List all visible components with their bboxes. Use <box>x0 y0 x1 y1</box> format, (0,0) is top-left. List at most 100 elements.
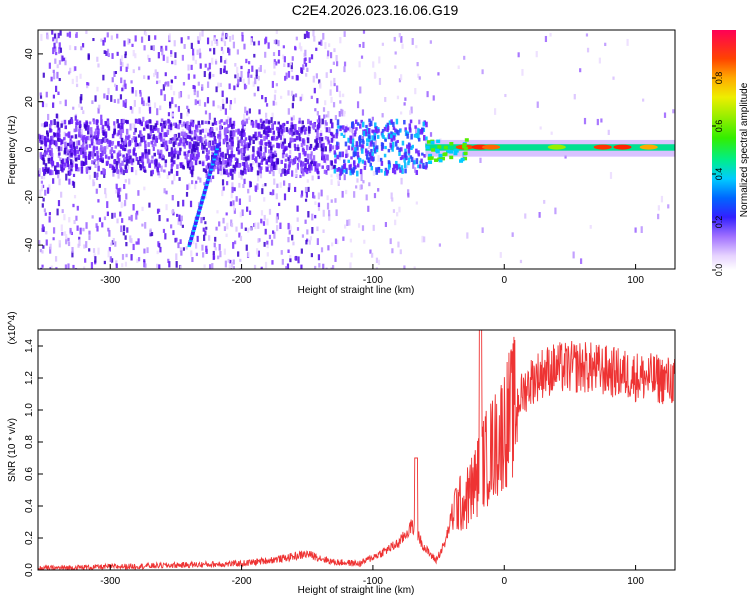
spectrogram-cell <box>253 41 256 46</box>
x-tick-label: -100 <box>363 576 383 587</box>
spectrogram-cell <box>499 252 502 258</box>
spectrogram-cell <box>148 106 152 114</box>
spectrogram-cell <box>273 71 276 76</box>
spectrogram-cell <box>310 253 313 258</box>
spectrogram-cell <box>195 156 198 161</box>
spectrogram-cell <box>98 217 102 222</box>
spectrogram-cell <box>113 212 116 218</box>
spectrogram-cell <box>387 164 391 170</box>
spectrogram-cell <box>396 146 399 150</box>
spectrogram-cell <box>48 212 52 216</box>
spectrogram-cell <box>316 142 319 148</box>
spectrogram-cell <box>640 226 643 233</box>
spectrogram-cell <box>74 46 77 51</box>
spectrogram-cell <box>215 86 218 93</box>
spectrogram-cell <box>205 157 208 161</box>
spectrogram-cell <box>117 158 121 164</box>
spectrogram-cell <box>283 138 287 144</box>
y-tick-label: 20 <box>24 96 35 108</box>
spectrogram-cell <box>226 161 230 166</box>
spectrogram-cell <box>381 129 385 133</box>
spectrogram-cell <box>50 120 53 126</box>
spectrogram-cell <box>519 259 523 264</box>
spectrogram-cell <box>44 144 47 151</box>
spectrogram-cell <box>403 119 406 125</box>
spectrogram-cell <box>319 82 322 89</box>
spectrogram-cell <box>120 118 124 125</box>
spectrogram-cell <box>141 97 144 105</box>
spectrogram-cell <box>188 135 192 140</box>
spectrogram-cell <box>418 119 421 125</box>
spectrogram-cell <box>171 194 174 201</box>
spectrogram-cell <box>307 186 310 192</box>
spectrogram-cell <box>369 120 373 127</box>
spectrogram-cell <box>45 103 48 108</box>
spectrogram-cell <box>291 161 295 166</box>
spectrogram-cell <box>240 70 243 78</box>
spectrogram-cell <box>245 118 249 124</box>
spectrogram-cell <box>396 212 399 217</box>
spectrogram-cell <box>430 140 435 145</box>
spectrogram-cell <box>147 75 150 80</box>
spectrogram-cell <box>320 137 324 142</box>
spectrogram-cell <box>193 88 196 96</box>
spectrogram-cell <box>243 169 247 175</box>
spectrogram-cell <box>362 41 365 48</box>
spectrogram-cell <box>174 104 177 108</box>
spectrogram-cell <box>147 96 151 103</box>
spectrogram-cell <box>348 219 351 226</box>
spectrogram-cell <box>272 154 275 159</box>
spectrogram-cell <box>190 148 194 154</box>
spectrogram-cell <box>288 161 291 168</box>
spectrogram-cell <box>275 61 278 66</box>
spectrogram-cell <box>100 170 104 175</box>
spectrogram-cell <box>226 181 229 186</box>
spectrogram-cell <box>208 133 211 138</box>
spectrogram-cell <box>586 47 590 53</box>
spectrogram-cell <box>229 170 233 176</box>
spectrogram-cell <box>308 57 311 64</box>
spectrogram-cell <box>259 145 263 152</box>
spectrogram-cell <box>199 63 202 69</box>
spectrogram-cell <box>361 109 365 116</box>
spectrogram-cell <box>51 160 54 166</box>
spectrogram-cell <box>111 212 114 219</box>
spectrogram-cell <box>124 235 127 240</box>
spectrogram-cell <box>217 161 220 166</box>
spectrogram-cell <box>314 139 317 143</box>
spectrogram-cell <box>277 127 280 134</box>
spectrogram-cell <box>68 153 71 157</box>
spectrogram-cell <box>414 128 418 135</box>
spectrogram-cell <box>270 136 274 141</box>
spectrogram-cell <box>164 159 168 163</box>
spectrogram-cell <box>256 170 260 176</box>
spectrogram-cell <box>215 156 219 161</box>
spectrogram-cell <box>345 153 348 158</box>
spectrogram-cell <box>331 145 335 150</box>
spectrogram-cell <box>94 164 97 169</box>
spectrogram-cell <box>237 150 241 155</box>
spectrogram-cell <box>189 200 193 208</box>
spectrogram-cell <box>113 169 117 173</box>
spectrogram-cell <box>69 67 72 74</box>
spectrogram-cell <box>236 158 239 164</box>
spectrogram-cell <box>40 123 44 127</box>
spectrogram-cell <box>423 236 426 243</box>
spectrogram-cell <box>289 224 292 228</box>
spectrogram-cell <box>251 154 255 160</box>
spectrogram-cell <box>347 145 351 150</box>
spectrogram-cell <box>362 140 365 145</box>
spectrogram-cell <box>395 118 399 125</box>
spectrogram-cell <box>229 117 232 124</box>
spectrogram-cell <box>243 163 246 170</box>
spectrogram-cell <box>92 248 96 253</box>
spectrogram-cell <box>159 246 162 253</box>
spectrogram-cell <box>363 165 367 170</box>
spectrogram-cell <box>47 153 51 159</box>
spectrogram-cell <box>191 119 195 124</box>
spectrogram-cell <box>106 139 110 144</box>
spectrogram-cell <box>265 131 268 136</box>
spectrogram-cell <box>97 140 101 145</box>
spectrogram-cell <box>50 265 53 269</box>
spectrogram-cell <box>212 253 215 260</box>
